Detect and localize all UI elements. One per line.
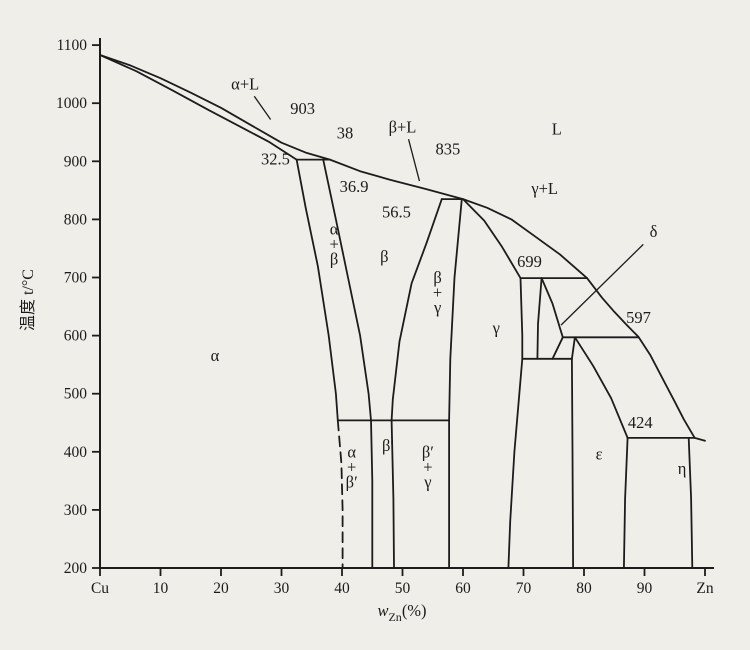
beta-beta-gamma-boundary — [390, 198, 443, 422]
gamma-right-lower-boundary — [507, 357, 524, 569]
y-tick-label: 200 — [64, 560, 88, 577]
x-tick-label: Zn — [696, 580, 713, 597]
epsilon-right-boundary — [623, 436, 629, 569]
beta-prime-gamma-region-label: β′ + γ — [422, 442, 434, 491]
y-tick-label: 600 — [64, 328, 88, 345]
alpha-region-label: α — [211, 346, 220, 365]
y-tick-label: 900 — [64, 153, 88, 170]
y-tick-label: 700 — [64, 270, 88, 287]
comp-36-9-label: 36.9 — [340, 177, 369, 196]
eta-left-boundary — [687, 436, 694, 569]
beta-gamma-region-label-line-0: β — [433, 268, 441, 287]
x-tick-label: 40 — [334, 580, 350, 597]
delta-right-boundary — [540, 277, 564, 339]
beta-prime-gamma-left-boundary — [390, 419, 395, 569]
y-tick-label: 500 — [64, 386, 88, 403]
y-tick-label: 1100 — [57, 37, 88, 54]
x-tick-label: 30 — [274, 580, 290, 597]
y-axis-title: 温度 t/°C — [19, 269, 37, 331]
gamma-right-boundary — [519, 277, 524, 360]
alpha-beta-prime-region-label: α + β′ — [346, 442, 358, 491]
temp-424-label: 424 — [628, 413, 653, 432]
beta-gamma-region-label: β + γ — [433, 268, 442, 317]
x-tick-label: 90 — [637, 580, 653, 597]
beta-prime-gamma-region-label-line-2: γ — [423, 472, 431, 491]
gamma-liquid-boundary — [462, 198, 522, 280]
temp-597-label: 597 — [626, 308, 651, 327]
alpha-solvus — [295, 158, 339, 422]
temp-699-label: 699 — [517, 252, 542, 271]
comp-38-label: 38 — [337, 123, 354, 142]
temp-835-label: 835 — [436, 140, 461, 159]
alpha-beta-prime-region-label-line-2: β′ — [346, 472, 358, 491]
beta-region-label: β — [380, 247, 388, 266]
alpha-beta-region-label-line-2: β — [330, 249, 338, 268]
gamma-l-region-label: γ+L — [530, 179, 558, 198]
x-axis-title-subscript: Zn — [388, 610, 401, 624]
beta-l-leader — [407, 139, 421, 182]
liquid-region-label: L — [552, 119, 562, 138]
comp-32-5-label: 32.5 — [261, 150, 290, 169]
x-tick-label: 80 — [576, 580, 592, 597]
x-axis-title: wZn(%) — [377, 601, 426, 624]
temp-903-label: 903 — [290, 99, 315, 118]
beta-prime-region-label: β′ — [382, 436, 394, 455]
delta-region-label: δ — [650, 222, 658, 241]
epsilon-region-label: ε — [596, 445, 603, 464]
delta-epsilon-boundary — [551, 336, 564, 360]
alpha-beta-beta-boundary — [322, 158, 372, 422]
alpha-solidus — [99, 54, 298, 161]
delta-left-boundary — [536, 277, 543, 360]
beta-prime-gamma-region-label-line-0: β′ — [422, 442, 434, 461]
epsilon-liquid-boundary — [574, 336, 629, 439]
liquidus — [99, 54, 706, 442]
epsilon-left-top-boundary — [571, 336, 576, 360]
gamma-region-label: γ — [492, 319, 500, 338]
alpha-beta-region-label: α + β — [329, 219, 338, 268]
y-tick-label: 400 — [64, 444, 88, 461]
x-tick-label: 50 — [395, 580, 411, 597]
alpha-l-leader — [253, 95, 272, 120]
beta-l-region-label: β+L — [389, 118, 417, 137]
alpha-solvus-dashed — [336, 419, 344, 569]
alpha-beta-prime-region-label-line-0: α — [347, 442, 356, 461]
alpha-beta-prime-region-label-line-1: + — [347, 457, 356, 476]
epsilon-left-boundary — [571, 357, 574, 569]
x-tick-label: 70 — [516, 580, 532, 597]
eta-region-label: η — [678, 459, 687, 478]
x-tick-label: Cu — [91, 580, 109, 597]
alpha-beta-region-label-line-1: + — [329, 234, 338, 253]
delta-leader — [560, 243, 644, 326]
x-tick-label: 10 — [153, 580, 169, 597]
x-axis-title-symbol: w — [377, 601, 388, 620]
y-tick-label: 1000 — [56, 95, 87, 112]
x-axis-title-unit: (%) — [402, 601, 427, 620]
alpha-l-region-label: α+L — [231, 75, 259, 94]
beta-gamma-region-label-line-1: + — [433, 283, 442, 302]
beta-prime-gamma-region-label-line-1: + — [423, 457, 432, 476]
x-tick-label: 20 — [213, 580, 229, 597]
comp-56-5-label: 56.5 — [382, 202, 411, 221]
gamma-left-boundary — [448, 198, 463, 569]
y-tick-label: 800 — [64, 211, 88, 228]
y-tick-label: 300 — [64, 502, 88, 519]
beta-gamma-region-label-line-2: γ — [433, 298, 441, 317]
x-tick-label: 60 — [455, 580, 471, 597]
alpha-beta-region-label-line-0: α — [330, 219, 339, 238]
beta-prime-left-boundary — [370, 419, 374, 569]
